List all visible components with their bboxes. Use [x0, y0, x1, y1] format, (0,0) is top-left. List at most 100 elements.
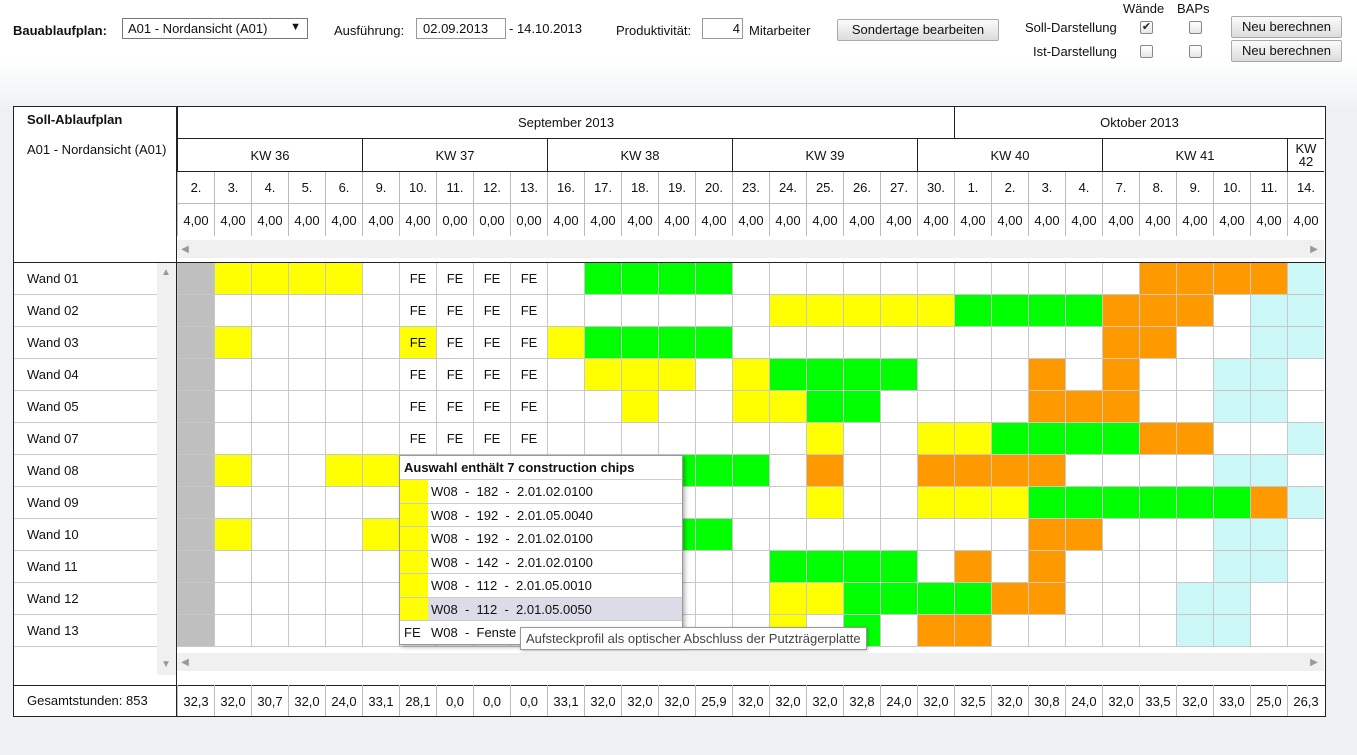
schedule-cell[interactable] — [658, 295, 695, 327]
schedule-cell[interactable] — [1139, 455, 1176, 487]
schedule-cell[interactable] — [1176, 359, 1213, 391]
schedule-cell[interactable] — [214, 519, 251, 551]
schedule-cell[interactable] — [769, 423, 806, 455]
schedule-cell[interactable] — [843, 519, 880, 551]
schedule-cell[interactable] — [917, 487, 954, 519]
schedule-cell[interactable] — [695, 487, 732, 519]
scroll-right-icon[interactable]: ▶ — [1310, 243, 1318, 255]
schedule-cell[interactable]: FE — [399, 423, 436, 455]
schedule-cell[interactable] — [1287, 583, 1324, 615]
schedule-cell[interactable] — [251, 487, 288, 519]
schedule-cell[interactable] — [880, 487, 917, 519]
schedule-cell[interactable] — [1213, 423, 1250, 455]
schedule-cell[interactable] — [1213, 295, 1250, 327]
schedule-cell[interactable] — [1102, 455, 1139, 487]
schedule-cell[interactable] — [732, 455, 769, 487]
schedule-cell[interactable] — [214, 391, 251, 423]
schedule-cell[interactable] — [1139, 327, 1176, 359]
schedule-cell[interactable] — [288, 391, 325, 423]
schedule-cell[interactable] — [843, 455, 880, 487]
schedule-cell[interactable] — [362, 487, 399, 519]
schedule-cell[interactable] — [991, 263, 1028, 295]
schedule-cell[interactable] — [1176, 487, 1213, 519]
schedule-cell[interactable] — [954, 327, 991, 359]
schedule-cell[interactable] — [732, 327, 769, 359]
schedule-cell[interactable]: FE — [399, 391, 436, 423]
schedule-cell[interactable] — [1250, 487, 1287, 519]
schedule-cell[interactable] — [880, 295, 917, 327]
schedule-cell[interactable] — [880, 263, 917, 295]
schedule-cell[interactable] — [362, 359, 399, 391]
schedule-cell[interactable] — [584, 423, 621, 455]
schedule-cell[interactable] — [325, 455, 362, 487]
schedule-cell[interactable]: FE — [473, 423, 510, 455]
schedule-cell[interactable] — [177, 327, 214, 359]
schedule-cell[interactable] — [1139, 551, 1176, 583]
schedule-cell[interactable] — [1065, 455, 1102, 487]
schedule-cell[interactable] — [362, 423, 399, 455]
schedule-cell[interactable] — [991, 295, 1028, 327]
schedule-cell[interactable] — [1102, 551, 1139, 583]
schedule-cell[interactable]: FE — [436, 295, 473, 327]
schedule-cell[interactable] — [1213, 551, 1250, 583]
schedule-cell[interactable] — [1287, 487, 1324, 519]
schedule-cell[interactable] — [917, 615, 954, 647]
schedule-cell[interactable] — [769, 583, 806, 615]
schedule-cell[interactable] — [362, 615, 399, 647]
schedule-cell[interactable] — [880, 423, 917, 455]
schedule-cell[interactable] — [288, 423, 325, 455]
schedule-cell[interactable] — [954, 391, 991, 423]
schedule-cell[interactable] — [843, 263, 880, 295]
schedule-cell[interactable]: FE — [510, 263, 547, 295]
schedule-cell[interactable] — [177, 551, 214, 583]
schedule-cell[interactable] — [325, 551, 362, 583]
schedule-cell[interactable] — [1139, 359, 1176, 391]
schedule-cell[interactable] — [1139, 391, 1176, 423]
schedule-cell[interactable] — [880, 519, 917, 551]
neu-berechnen-soll-button[interactable]: Neu berechnen — [1231, 16, 1342, 38]
schedule-cell[interactable] — [1287, 327, 1324, 359]
schedule-cell[interactable] — [362, 519, 399, 551]
schedule-cell[interactable] — [621, 359, 658, 391]
schedule-cell[interactable] — [843, 487, 880, 519]
schedule-cell[interactable] — [695, 263, 732, 295]
schedule-cell[interactable] — [325, 487, 362, 519]
schedule-cell[interactable] — [695, 519, 732, 551]
schedule-cell[interactable] — [1213, 519, 1250, 551]
schedule-cell[interactable] — [1065, 327, 1102, 359]
popup-fe-item[interactable]: FE W08 - Fenste — [400, 621, 682, 644]
schedule-cell[interactable] — [1176, 583, 1213, 615]
schedule-cell[interactable] — [362, 391, 399, 423]
schedule-cell[interactable] — [843, 359, 880, 391]
schedule-cell[interactable] — [621, 263, 658, 295]
popup-chip-item[interactable]: W08 - 192 - 2.01.05.0040 — [400, 503, 682, 527]
schedule-cell[interactable] — [288, 583, 325, 615]
schedule-cell[interactable] — [251, 583, 288, 615]
schedule-cell[interactable] — [214, 295, 251, 327]
schedule-cell[interactable] — [1250, 551, 1287, 583]
schedule-cell[interactable] — [806, 455, 843, 487]
schedule-cell[interactable] — [288, 327, 325, 359]
schedule-cell[interactable] — [547, 359, 584, 391]
schedule-cell[interactable] — [584, 391, 621, 423]
schedule-cell[interactable] — [806, 359, 843, 391]
schedule-cell[interactable] — [954, 359, 991, 391]
schedule-cell[interactable] — [843, 423, 880, 455]
schedule-cell[interactable] — [843, 391, 880, 423]
schedule-cell[interactable] — [991, 615, 1028, 647]
schedule-cell[interactable] — [1287, 263, 1324, 295]
schedule-cell[interactable] — [1139, 519, 1176, 551]
schedule-cell[interactable] — [806, 295, 843, 327]
schedule-cell[interactable] — [1065, 295, 1102, 327]
schedule-cell[interactable] — [658, 263, 695, 295]
schedule-cell[interactable] — [843, 583, 880, 615]
soll-waende-checkbox[interactable]: ✔ — [1140, 21, 1153, 34]
schedule-cell[interactable] — [177, 263, 214, 295]
schedule-cell[interactable] — [214, 423, 251, 455]
schedule-cell[interactable] — [1176, 391, 1213, 423]
schedule-cell[interactable] — [1213, 583, 1250, 615]
schedule-cell[interactable] — [288, 519, 325, 551]
schedule-cell[interactable] — [177, 615, 214, 647]
scroll-up-icon[interactable]: ▲ — [161, 266, 171, 278]
ist-waende-checkbox[interactable] — [1140, 45, 1153, 58]
